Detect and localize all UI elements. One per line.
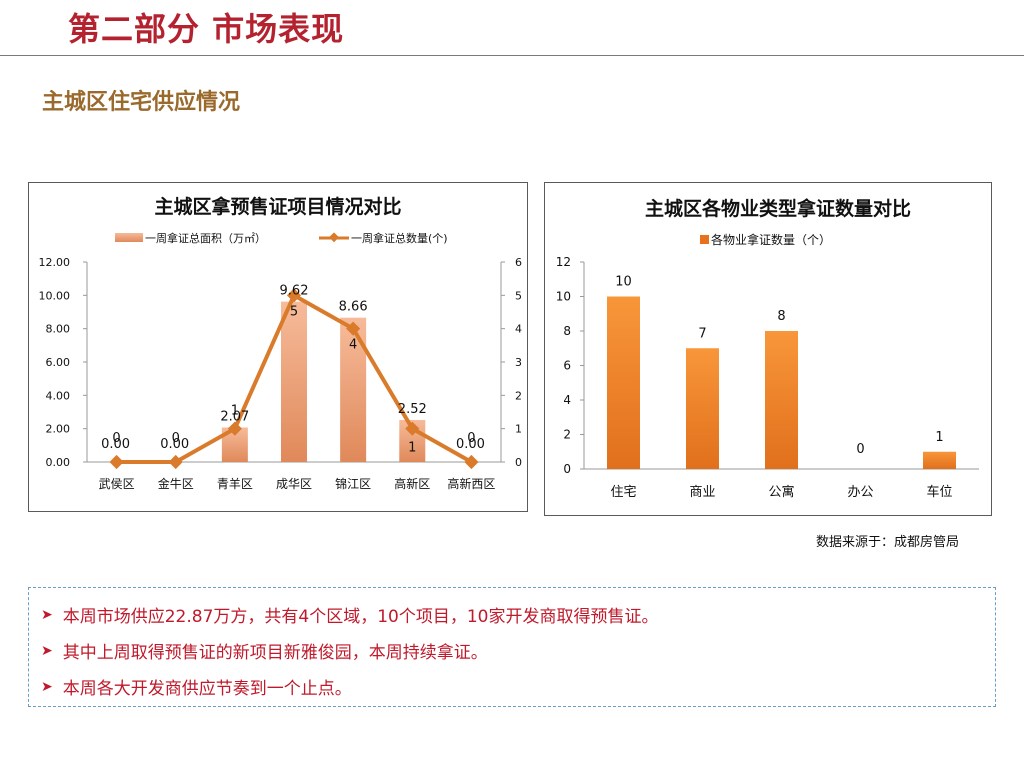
arrow-bullet-icon: ➤ xyxy=(41,606,53,623)
note-item: ➤ 其中上周取得预售证的新项目新雅俊园，本周持续拿证。 xyxy=(41,638,488,664)
y-tick-label-right: 3 xyxy=(515,356,522,369)
title-divider xyxy=(0,55,1024,56)
bar-data-label: 0 xyxy=(856,442,864,457)
line-data-label: 0 xyxy=(112,431,120,446)
y-tick-label-right: 1 xyxy=(515,423,522,436)
y-tick-label: 10 xyxy=(556,290,571,304)
bar xyxy=(765,331,798,469)
line-point xyxy=(109,454,124,470)
y-tick-label-left: 2.00 xyxy=(46,423,71,436)
bar-data-label: 1 xyxy=(935,430,943,445)
presale-chart: 主城区拿预售证项目情况对比一周拿证总面积（万㎡） 一周拿证总数量(个) 0.00 2.… xyxy=(28,182,528,512)
chart-title: 主城区各物业类型拿证数量对比 xyxy=(645,197,911,220)
line-data-label: 4 xyxy=(349,338,357,353)
x-tick-label: 锦江区 xyxy=(335,477,371,491)
legend-swatch-bar xyxy=(700,235,709,244)
x-tick-label: 成华区 xyxy=(276,477,312,491)
bar-data-label: 0.00 xyxy=(101,437,130,452)
x-tick-label: 高新区 xyxy=(394,476,430,491)
legend-label: 一周拿证总数量(个) xyxy=(351,231,448,245)
legend-swatch-bar xyxy=(115,233,143,242)
y-tick-label: 12 xyxy=(556,255,571,269)
bar xyxy=(923,451,956,469)
note-item: ➤ 本周各大开发商供应节奏到一个止点。 xyxy=(41,674,352,700)
line-point xyxy=(464,454,479,470)
y-tick-label-left: 8.00 xyxy=(46,323,71,336)
line-point xyxy=(227,421,242,436)
legend-label: 一周拿证总面积（万㎡） xyxy=(145,231,266,245)
y-tick-label-left: 4.00 xyxy=(46,389,71,402)
x-tick-label: 住宅 xyxy=(610,485,636,500)
y-tick-label-right: 6 xyxy=(515,256,522,269)
x-tick-label: 高新西区 xyxy=(447,476,495,491)
y-tick-label: 4 xyxy=(563,393,571,407)
page-title: 第二部分 市场表现 xyxy=(68,10,345,48)
note-text: 本周市场供应22.87万方，共有4个区域，10个项目，10家开发商取得预售证。 xyxy=(62,607,659,627)
section-title: 主城区住宅供应情况 xyxy=(42,90,241,115)
bar-data-label: 0.00 xyxy=(160,437,189,452)
note-text: 其中上周取得预售证的新项目新雅俊园，本周持续拿证。 xyxy=(62,643,488,663)
bar-data-label: 0.00 xyxy=(456,437,485,452)
line-data-label: 1 xyxy=(408,441,416,456)
y-tick-label-left: 10.00 xyxy=(39,289,71,302)
legend-label: 各物业拿证数量（个） xyxy=(711,232,831,247)
chart-title: 主城区拿预售证项目情况对比 xyxy=(154,195,401,218)
x-tick-label: 车位 xyxy=(926,484,952,500)
bar-data-label: 8.66 xyxy=(339,300,368,315)
x-tick-label: 商业 xyxy=(689,485,715,500)
y-tick-label-left: 12.00 xyxy=(39,256,71,269)
line-point xyxy=(168,454,183,470)
line-point xyxy=(286,288,302,303)
y-tick-label-left: 0.00 xyxy=(46,456,71,469)
bar xyxy=(686,348,719,469)
bar xyxy=(607,296,640,469)
y-tick-label-right: 5 xyxy=(515,289,522,302)
x-tick-label: 公寓 xyxy=(768,484,794,500)
bar-data-label: 10 xyxy=(615,275,632,290)
arrow-bullet-icon: ➤ xyxy=(41,642,53,659)
bar xyxy=(281,301,307,462)
x-tick-label: 武侯区 xyxy=(99,477,135,491)
y-tick-label-left: 6.00 xyxy=(46,356,71,369)
bar-data-label: 8 xyxy=(777,309,785,324)
y-tick-label: 0 xyxy=(563,462,571,476)
note-text: 本周各大开发商供应节奏到一个止点。 xyxy=(62,679,352,699)
bar-data-label: 7 xyxy=(698,326,706,341)
y-tick-label-right: 2 xyxy=(515,389,522,402)
bar-data-label: 9.62 xyxy=(280,284,309,299)
y-tick-label-right: 4 xyxy=(515,323,522,336)
property-type-chart: 主城区各物业类型拿证数量对比各物业拿证数量（个） 0 2 4 6 8 10 12 10 7 8 0 1 住… xyxy=(544,182,992,516)
x-tick-label: 办公 xyxy=(847,485,873,500)
bar-data-label: 2.07 xyxy=(220,410,249,425)
x-tick-label: 金牛区 xyxy=(158,476,194,491)
line-data-label: 5 xyxy=(290,304,298,319)
line-point xyxy=(405,421,420,436)
y-tick-label-right: 0 xyxy=(515,456,522,469)
y-tick-label: 6 xyxy=(563,359,571,373)
line-point xyxy=(346,321,361,336)
line-data-label: 0 xyxy=(172,431,180,446)
y-tick-label: 8 xyxy=(563,324,571,338)
y-tick-label: 2 xyxy=(563,428,571,442)
note-item: ➤ 本周市场供应22.87万方，共有4个区域，10个项目，10家开发商取得预售证… xyxy=(41,602,659,628)
legend-marker xyxy=(329,232,339,243)
line-data-label: 0 xyxy=(467,431,475,446)
bar-data-label: 2.52 xyxy=(398,402,427,417)
notes-box: ➤ 本周市场供应22.87万方，共有4个区域，10个项目，10家开发商取得预售证… xyxy=(28,587,996,707)
line-data-label: 1 xyxy=(231,404,239,419)
arrow-bullet-icon: ➤ xyxy=(41,678,53,695)
x-tick-label: 青羊区 xyxy=(217,476,253,491)
data-source: 数据来源于：成都房管局 xyxy=(816,535,960,550)
